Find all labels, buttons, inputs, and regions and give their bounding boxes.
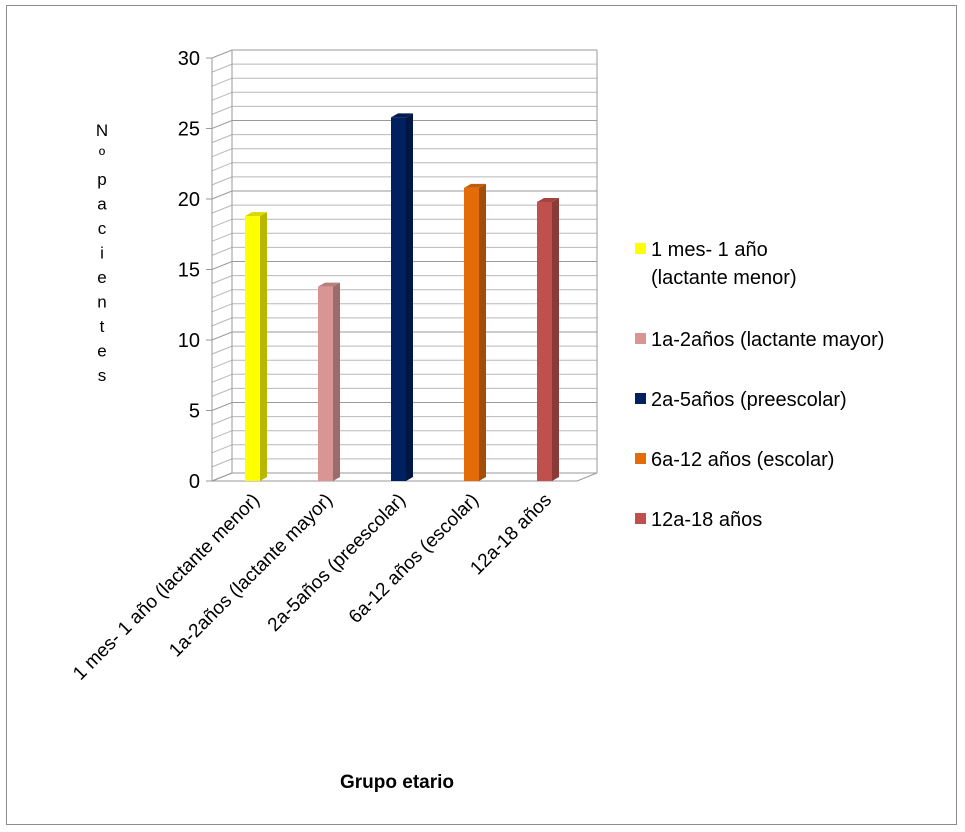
- y-tick-label: 15: [178, 260, 200, 282]
- gridline-side: [211, 49, 233, 59]
- bar-side: [260, 212, 267, 481]
- gridline-side: [211, 289, 233, 299]
- bar-side: [406, 113, 413, 482]
- gridline-side: [211, 162, 233, 172]
- bar-front: [245, 216, 260, 481]
- bar-top: [537, 198, 559, 202]
- bar-side: [333, 282, 340, 481]
- y-tick-label: 0: [189, 471, 200, 493]
- y-label-char: i: [100, 244, 104, 263]
- y-tick-label: 30: [178, 48, 200, 70]
- y-tick-label: 25: [178, 119, 200, 141]
- gridline-side: [211, 148, 233, 158]
- gridline-side: [211, 416, 233, 426]
- gridline-side: [211, 120, 233, 129]
- y-tick-label: 20: [178, 189, 200, 211]
- gridline-side: [211, 190, 233, 200]
- gridline-side: [211, 63, 233, 73]
- bar: [537, 198, 559, 481]
- gridline-side: [211, 232, 233, 242]
- gridline-side: [211, 387, 233, 397]
- bar-front: [537, 202, 552, 481]
- y-label-char: n: [97, 293, 106, 312]
- y-label-char: c: [98, 219, 107, 238]
- gridline-side: [211, 275, 233, 285]
- y-label-char: e: [97, 268, 106, 287]
- legend-swatch: [635, 243, 646, 254]
- x-tick-label: 6a-12 años (escolar): [345, 490, 483, 628]
- y-tick-label: 10: [178, 330, 200, 352]
- bars: [245, 113, 559, 482]
- bar-front: [391, 117, 406, 482]
- y-label-char: p: [97, 170, 106, 189]
- chart-frame: 0 5 10 15 20 25 30 1 mes- 1 año (lactante menor…: [6, 5, 957, 825]
- gridline-side: [211, 402, 233, 411]
- bar: [464, 183, 486, 481]
- bar-side: [479, 183, 486, 481]
- y-label-char: º: [99, 146, 105, 165]
- bar-top: [391, 113, 413, 118]
- legend-swatch: [635, 453, 646, 464]
- floor: [211, 472, 598, 482]
- legend-label: 6a-12 años (escolar): [651, 449, 835, 471]
- gridline-side: [211, 134, 233, 144]
- y-label-char: t: [100, 317, 105, 336]
- legend-label: 1 mes- 1 año (lactante menor): [651, 239, 797, 289]
- gridline-side: [211, 246, 233, 256]
- gridline-side: [211, 458, 233, 468]
- bar-front: [464, 187, 479, 481]
- bar-side: [552, 198, 559, 481]
- bar-top: [245, 212, 267, 217]
- gridline-side: [211, 345, 233, 355]
- y-tick-label: 5: [189, 401, 200, 423]
- gridline-side: [211, 303, 233, 313]
- gridline-side: [211, 105, 233, 115]
- legend-label: 2a-5años (preescolar): [651, 389, 847, 411]
- bar: [318, 282, 340, 481]
- bar-front: [318, 286, 333, 481]
- y-label-char: N: [96, 121, 108, 140]
- x-axis-label: Grupo etario: [340, 772, 454, 793]
- legend-label: 1a-2años (lactante mayor): [651, 329, 885, 351]
- gridline-side: [211, 317, 233, 327]
- bar: [245, 212, 267, 481]
- gridline-side: [211, 444, 233, 454]
- y-label-char: s: [98, 366, 107, 385]
- bar-top: [318, 282, 340, 287]
- gridline-side: [211, 331, 233, 341]
- gridline-side: [211, 91, 233, 101]
- gridline-side: [211, 176, 233, 186]
- gridline-side: [211, 261, 233, 270]
- legend-swatch: [635, 333, 646, 344]
- bar-top: [464, 183, 486, 188]
- legend-swatch: [635, 513, 646, 524]
- gridline-side: [211, 373, 233, 383]
- gridline-side: [211, 359, 233, 369]
- gridline-side: [211, 77, 233, 87]
- bar: [391, 113, 413, 482]
- x-tick-label: 2a-5años (preescolar): [264, 490, 410, 636]
- gridline-side: [211, 430, 233, 440]
- gridline-side: [211, 204, 233, 214]
- y-label-char: a: [97, 195, 107, 214]
- gridline-side: [211, 218, 233, 228]
- legend-swatch: [635, 393, 646, 404]
- gridlines: [211, 49, 598, 482]
- y-label-char: e: [97, 342, 106, 361]
- legend-label: 12a-18 años: [651, 509, 763, 531]
